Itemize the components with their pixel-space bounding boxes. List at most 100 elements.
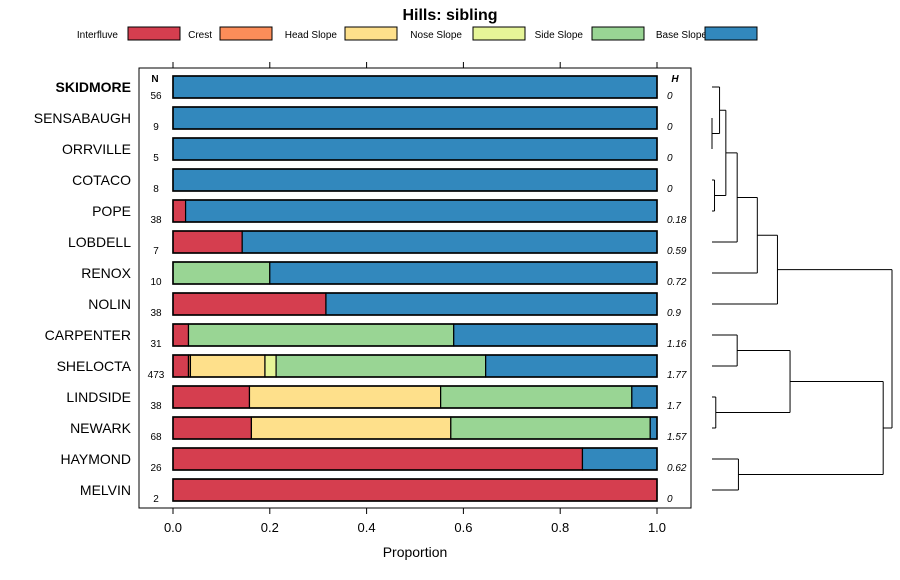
bar-segment-shelocta-interfluve (172, 354, 190, 378)
legend-label-head-slope: Head Slope (285, 30, 338, 41)
bar-outline-pope (172, 199, 658, 223)
bar-outline-newark (172, 416, 658, 440)
bar-segment-shelocta-nose-slope (264, 354, 277, 378)
n-value-haymond: 26 (150, 463, 162, 474)
x-tick-label: 0.0 (164, 520, 182, 535)
bar-segment-haymond-base-slope (581, 447, 658, 471)
row-label-pope: POPE (92, 203, 131, 219)
n-value-shelocta: 473 (148, 370, 165, 381)
legend-swatch-interfluve (127, 26, 181, 41)
bar-segment-lindside-interfluve (172, 385, 251, 409)
dendrogram (711, 86, 893, 491)
bars (172, 75, 658, 502)
plot-frame (138, 67, 692, 509)
bar-segment-nolin-interfluve (172, 292, 327, 316)
legend-label-nose-slope: Nose Slope (410, 30, 462, 41)
bar-outline-orrville (172, 137, 658, 161)
legend-label-interfluve: Interfluve (77, 30, 119, 41)
row-label-cotaco: COTACO (72, 172, 131, 188)
bar-segment-lindside-head-slope (248, 385, 442, 409)
bar-outline-lobdell (172, 230, 658, 254)
legend: Interfluve Crest Head Slope Nose Slope Side … (77, 26, 758, 41)
h-value-cotaco: 0 (667, 184, 673, 195)
bar-outline-cotaco (172, 168, 658, 192)
legend-swatch-side-slope (591, 26, 645, 41)
bar-segment-renox-base-slope (269, 261, 658, 285)
bar-segment-newark-side-slope (450, 416, 651, 440)
n-column-header: N (151, 74, 158, 85)
n-value-skidmore: 56 (150, 91, 162, 102)
bar-segment-lindside-base-slope (631, 385, 658, 409)
row-label-shelocta: SHELOCTA (57, 358, 132, 374)
x-axis-label: Proportion (383, 544, 448, 560)
bar-segment-nolin-base-slope (325, 292, 658, 316)
row-label-melvin: MELVIN (80, 482, 131, 498)
h-column-header: H (671, 74, 679, 85)
bar-outline-haymond (172, 447, 658, 471)
bar-outline-sensabaugh (172, 106, 658, 130)
h-value-haymond: 0.62 (667, 463, 687, 474)
h-value-nolin: 0.9 (667, 308, 681, 319)
bar-segment-carpenter-base-slope (453, 323, 658, 347)
h-value-lindside: 1.7 (667, 401, 681, 412)
row-label-newark: NEWARK (70, 420, 132, 436)
chart-title: Hills: sibling (402, 7, 497, 24)
bar-outline-nolin (172, 292, 658, 316)
h-value-skidmore: 0 (667, 91, 673, 102)
bar-segment-pope-interfluve (172, 199, 187, 223)
bar-segment-newark-head-slope (250, 416, 452, 440)
h-value-newark: 1.57 (667, 432, 687, 443)
bar-segment-cotaco-base-slope (172, 168, 658, 192)
h-value-melvin: 0 (667, 494, 673, 505)
x-tick-label: 0.2 (261, 520, 279, 535)
n-value-renox: 10 (150, 277, 162, 288)
bar-segment-shelocta-base-slope (485, 354, 658, 378)
bar-segment-newark-interfluve (172, 416, 253, 440)
h-value-orrville: 0 (667, 153, 673, 164)
legend-label-crest: Crest (188, 30, 212, 41)
bar-segment-carpenter-side-slope (187, 323, 455, 347)
h-value-pope: 0.18 (667, 215, 687, 226)
bar-segment-orrville-base-slope (172, 137, 658, 161)
row-label-orrville: ORRVILLE (62, 141, 131, 157)
n-value-orrville: 5 (153, 153, 159, 164)
n-value-sensabaugh: 9 (153, 122, 159, 133)
n-value-newark: 68 (150, 432, 162, 443)
n-value-pope: 38 (150, 215, 162, 226)
row-label-lindside: LINDSIDE (66, 389, 131, 405)
x-tick-label: 0.8 (551, 520, 569, 535)
row-label-sensabaugh: SENSABAUGH (34, 110, 131, 126)
n-value-lindside: 38 (150, 401, 162, 412)
bar-segment-melvin-interfluve (172, 478, 658, 502)
h-value-lobdell: 0.59 (667, 246, 687, 257)
row-label-skidmore: SKIDMORE (56, 79, 131, 95)
bar-segment-haymond-interfluve (172, 447, 584, 471)
row-label-renox: RENOX (81, 265, 131, 281)
row-label-nolin: NOLIN (88, 296, 131, 312)
bar-outline-shelocta (172, 354, 658, 378)
bar-segment-sensabaugh-base-slope (172, 106, 658, 130)
legend-swatch-base-slope (704, 26, 758, 41)
h-value-sensabaugh: 0 (667, 122, 673, 133)
legend-swatch-head-slope (344, 26, 398, 41)
bar-outline-carpenter (172, 323, 658, 347)
row-label-carpenter: CARPENTER (45, 327, 131, 343)
bar-segment-carpenter-interfluve (172, 323, 190, 347)
h-value-carpenter: 1.16 (667, 339, 687, 350)
bar-segment-lindside-side-slope (440, 385, 633, 409)
bar-segment-pope-base-slope (184, 199, 658, 223)
row-label-lobdell: LOBDELL (68, 234, 131, 250)
bar-segment-lobdell-base-slope (241, 230, 658, 254)
bar-outline-skidmore (172, 75, 658, 99)
rows: SKIDMORE 56 0 SENSABAUGH 9 0 ORRVILLE 5 0 COTACO 8… (34, 79, 687, 505)
row-label-haymond: HAYMOND (60, 451, 131, 467)
bar-segment-lobdell-interfluve (172, 230, 243, 254)
bar-outline-melvin (172, 478, 658, 502)
n-value-melvin: 2 (153, 494, 159, 505)
bar-outline-lindside (172, 385, 658, 409)
bar-segment-shelocta-side-slope (275, 354, 487, 378)
n-value-nolin: 38 (150, 308, 162, 319)
x-axis: 0.0 0.2 0.4 0.6 0.8 1.0 (164, 62, 666, 535)
bar-segment-newark-base-slope (649, 416, 658, 440)
